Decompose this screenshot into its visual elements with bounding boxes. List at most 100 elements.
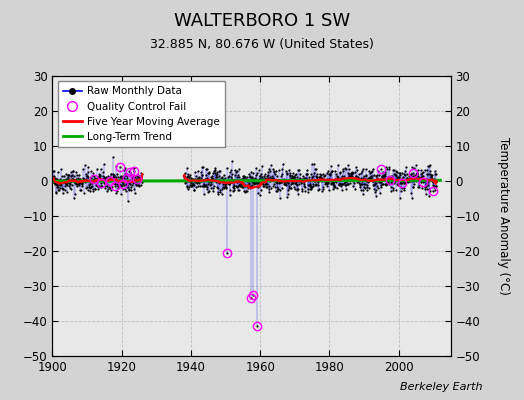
Point — [257, 187, 265, 193]
Point — [223, 176, 232, 183]
Point — [97, 179, 105, 186]
Point — [405, 177, 413, 184]
Point — [395, 170, 403, 176]
Point — [112, 190, 121, 196]
Point — [217, 191, 226, 197]
Point — [135, 183, 143, 190]
Point — [200, 181, 209, 188]
Point — [67, 185, 75, 192]
Point — [320, 178, 328, 184]
Point — [107, 174, 116, 181]
Point — [201, 182, 209, 189]
Point — [266, 168, 274, 174]
Point — [92, 176, 101, 183]
Point — [353, 176, 362, 182]
Point — [135, 173, 144, 180]
Point — [228, 158, 236, 165]
Point — [82, 185, 90, 192]
Point — [284, 180, 292, 186]
Point — [421, 167, 430, 173]
Point — [408, 170, 417, 176]
Point — [124, 178, 132, 184]
Point — [72, 181, 81, 188]
Point — [428, 177, 436, 184]
Point — [118, 185, 127, 192]
Point — [84, 187, 92, 193]
Point — [82, 178, 90, 184]
Point — [183, 165, 191, 171]
Point — [399, 185, 408, 192]
Point — [81, 178, 89, 184]
Point — [186, 182, 194, 188]
Point — [345, 174, 354, 180]
Point — [102, 178, 111, 185]
Point — [101, 175, 110, 181]
Point — [430, 178, 438, 184]
Point — [65, 176, 73, 182]
Point — [254, 189, 262, 196]
Point — [246, 172, 254, 179]
Point — [286, 173, 294, 179]
Point — [121, 164, 129, 171]
Point — [386, 176, 395, 183]
Point — [272, 180, 281, 186]
Point — [311, 166, 320, 173]
Point — [200, 191, 209, 198]
Point — [357, 175, 366, 181]
Point — [253, 323, 261, 329]
Point — [271, 171, 280, 177]
Point — [267, 162, 275, 168]
Point — [226, 192, 234, 198]
Point — [292, 182, 301, 188]
Point — [94, 185, 102, 192]
Point — [234, 183, 242, 190]
Point — [308, 183, 316, 190]
Point — [236, 177, 245, 184]
Point — [132, 181, 140, 187]
Point — [324, 176, 333, 182]
Point — [226, 167, 235, 174]
Point — [209, 185, 217, 191]
Point — [314, 178, 323, 184]
Point — [350, 180, 358, 186]
Point — [81, 176, 90, 182]
Point — [251, 175, 259, 182]
Point — [340, 180, 348, 186]
Point — [289, 170, 298, 176]
Point — [302, 174, 310, 181]
Point — [346, 180, 354, 186]
Point — [104, 186, 112, 192]
Point — [68, 172, 76, 178]
Point — [403, 170, 411, 177]
Point — [237, 183, 245, 189]
Point — [353, 176, 361, 182]
Point — [70, 177, 79, 184]
Point — [275, 187, 283, 193]
Point — [254, 178, 263, 184]
Point — [197, 169, 205, 175]
Point — [212, 169, 221, 176]
Point — [313, 187, 322, 194]
Point — [283, 170, 291, 177]
Point — [207, 184, 215, 191]
Point — [256, 192, 264, 198]
Point — [240, 188, 248, 194]
Point — [328, 168, 336, 174]
Point — [340, 176, 348, 182]
Point — [424, 171, 432, 177]
Point — [84, 164, 93, 170]
Point — [67, 178, 75, 185]
Point — [104, 175, 113, 182]
Point — [418, 173, 427, 180]
Point — [199, 164, 207, 170]
Point — [219, 175, 227, 182]
Point — [348, 176, 357, 183]
Point — [58, 184, 66, 191]
Point — [310, 170, 319, 176]
Point — [200, 183, 208, 190]
Point — [329, 180, 337, 187]
Point — [88, 183, 96, 189]
Point — [352, 164, 361, 170]
Point — [57, 182, 66, 188]
Point — [227, 176, 236, 182]
